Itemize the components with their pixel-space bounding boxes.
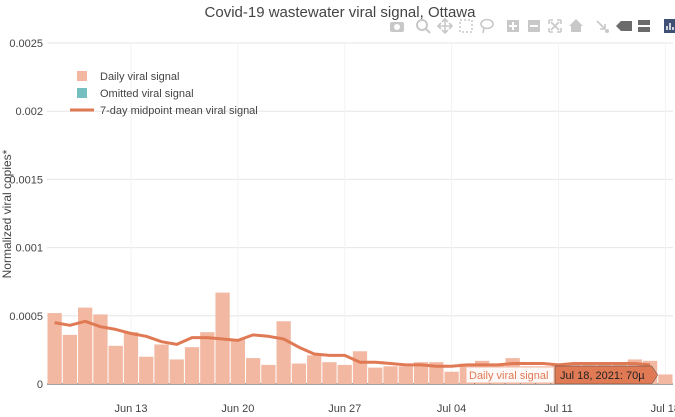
daily-bar[interactable] bbox=[444, 371, 459, 384]
legend-label: 7-day midpoint mean viral signal bbox=[100, 105, 258, 117]
daily-bar[interactable] bbox=[200, 332, 215, 384]
mean-line[interactable] bbox=[54, 319, 651, 368]
chart-title: Covid-19 wastewater viral signal, Ottawa bbox=[205, 4, 477, 21]
tooltip-value-box: Jul 18, 2021: 70µ bbox=[554, 365, 659, 385]
daily-bar[interactable] bbox=[245, 358, 261, 384]
legend-label: Daily viral signal bbox=[100, 71, 179, 83]
daily-bar[interactable] bbox=[291, 363, 307, 384]
x-tick-label: Jun 27 bbox=[328, 403, 361, 415]
y-axis-label: Normalized viral copies* bbox=[0, 149, 14, 278]
modebar bbox=[390, 17, 675, 35]
legend-bar-swatch bbox=[77, 71, 87, 81]
reset-axes-icon[interactable] bbox=[569, 19, 583, 32]
legend-item[interactable]: Daily viral signal bbox=[77, 71, 179, 83]
legend[interactable]: Daily viral signal Omitted viral signal 7-… bbox=[70, 71, 258, 117]
daily-bar[interactable] bbox=[352, 351, 368, 384]
y-tick-label: 0.0025 bbox=[9, 38, 43, 50]
mean-line-layer bbox=[54, 319, 651, 368]
daily-bar[interactable] bbox=[322, 362, 337, 384]
daily-bar[interactable] bbox=[169, 359, 184, 384]
daily-bar[interactable] bbox=[62, 334, 78, 384]
tooltip-series-label: Daily viral signal bbox=[465, 366, 555, 384]
daily-bar[interactable] bbox=[383, 366, 398, 384]
daily-bar[interactable] bbox=[93, 314, 108, 384]
daily-bar[interactable] bbox=[108, 345, 123, 384]
hover-closest-icon[interactable] bbox=[616, 21, 632, 31]
x-tick-label: Jul 18 bbox=[651, 403, 675, 415]
daily-bar[interactable] bbox=[47, 313, 62, 384]
daily-bar[interactable] bbox=[154, 344, 169, 384]
y-tick-label: 0.0005 bbox=[9, 311, 43, 323]
y-axis: 0 0.0005 0.001 0.0015 0.002 0.0025 bbox=[9, 38, 43, 391]
daily-bar[interactable] bbox=[413, 362, 429, 384]
daily-bar[interactable] bbox=[337, 364, 352, 384]
zoom-in-icon[interactable] bbox=[507, 20, 519, 32]
x-tick-label: Jun 13 bbox=[114, 403, 147, 415]
box-select-icon[interactable] bbox=[459, 19, 473, 33]
y-tick-label: 0.002 bbox=[15, 106, 43, 118]
x-tick-label: Jun 20 bbox=[221, 403, 254, 415]
daily-bar[interactable] bbox=[184, 347, 200, 384]
legend-bar-swatch bbox=[77, 88, 87, 98]
camera-icon[interactable] bbox=[390, 22, 404, 32]
hover-tooltip: Daily viral signal Jul 18, 2021: 70µ bbox=[465, 365, 659, 385]
daily-bar[interactable] bbox=[261, 364, 276, 384]
daily-bar[interactable] bbox=[276, 321, 291, 384]
x-tick-label: Jul 04 bbox=[437, 403, 466, 415]
legend-label: Omitted viral signal bbox=[100, 88, 194, 100]
y-tick-label: 0 bbox=[37, 379, 43, 391]
daily-bar[interactable] bbox=[658, 374, 673, 384]
zoom-out-icon[interactable] bbox=[528, 20, 540, 32]
daily-bar[interactable] bbox=[78, 307, 93, 384]
daily-bar[interactable] bbox=[139, 356, 154, 384]
lasso-icon[interactable] bbox=[480, 18, 494, 34]
spike-lines-icon[interactable] bbox=[596, 20, 609, 33]
plotly-logo-icon[interactable] bbox=[664, 19, 675, 33]
daily-bar[interactable] bbox=[307, 355, 322, 384]
daily-bar[interactable] bbox=[123, 332, 139, 384]
x-axis: Jun 13 Jun 20 Jun 27 Jul 04 Jul 11 Jul 18 bbox=[114, 403, 675, 415]
y-tick-label: 0.001 bbox=[15, 243, 43, 255]
daily-bar[interactable] bbox=[368, 367, 383, 384]
legend-item[interactable]: Omitted viral signal bbox=[77, 88, 194, 100]
pan-icon[interactable] bbox=[436, 17, 454, 35]
y-tick-label: 0.0015 bbox=[9, 174, 43, 186]
autoscale-icon[interactable] bbox=[548, 19, 562, 33]
zoom-icon[interactable] bbox=[416, 19, 431, 34]
hover-compare-icon[interactable] bbox=[638, 20, 650, 32]
tooltip-value-text: Jul 18, 2021: 70µ bbox=[560, 370, 645, 382]
legend-item[interactable]: 7-day midpoint mean viral signal bbox=[70, 105, 258, 117]
daily-bar[interactable] bbox=[398, 366, 413, 384]
daily-bar[interactable] bbox=[230, 338, 245, 384]
tooltip-series-text: Daily viral signal bbox=[469, 370, 548, 382]
x-tick-label: Jul 11 bbox=[544, 403, 573, 415]
